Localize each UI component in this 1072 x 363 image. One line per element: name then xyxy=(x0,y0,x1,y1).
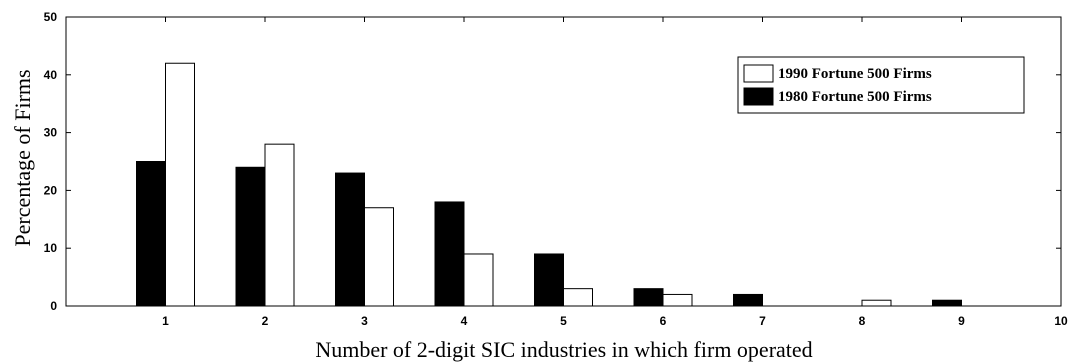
x-tick-label: 6 xyxy=(660,314,667,328)
bar-s1980-6 xyxy=(633,288,664,307)
legend-label: 1990 Fortune 500 Firms xyxy=(778,66,932,82)
bar-s1980-1 xyxy=(136,161,166,307)
bar-s1990-8 xyxy=(861,299,892,307)
x-tick-label: 9 xyxy=(958,314,965,328)
x-tick-label: 3 xyxy=(361,314,368,328)
bar-s1980-7 xyxy=(733,293,763,307)
bar-s1980-2 xyxy=(235,166,266,307)
y-axis-title: Percentage of Firms xyxy=(10,69,35,246)
legend-label: 1980 Fortune 500 Firms xyxy=(778,89,932,105)
y-tick-label: 50 xyxy=(44,10,58,24)
bar-s1990-3 xyxy=(364,207,394,307)
bar-s1990-2 xyxy=(264,143,295,307)
ticks-group: 1 2 3 4 5 6 7 8 9 10 0 10 20 30 40 50 xyxy=(44,10,1068,328)
bar-s1980-5 xyxy=(534,253,564,307)
x-tick-label: 5 xyxy=(560,314,567,328)
bar-s1990-6 xyxy=(662,293,693,307)
legend-swatch xyxy=(743,64,774,83)
bar-s1980-4 xyxy=(434,201,465,307)
legend: 1990 Fortune 500 Firms 1980 Fortune 500 F… xyxy=(737,56,1025,114)
y-tick-label: 30 xyxy=(44,126,58,140)
x-axis-title: Number of 2-digit SIC industries in whic… xyxy=(315,337,812,362)
bar-s1980-3 xyxy=(335,172,365,307)
x-tick-label: 7 xyxy=(759,314,766,328)
legend-swatch xyxy=(743,87,774,106)
y-tick-label: 10 xyxy=(44,241,58,255)
x-tick-label: 2 xyxy=(262,314,269,328)
x-tick-label: 8 xyxy=(859,314,866,328)
x-tick-label: 4 xyxy=(461,314,468,328)
y-tick-label: 40 xyxy=(44,68,58,82)
x-tick-label: 10 xyxy=(1054,314,1068,328)
bar-s1990-1 xyxy=(165,62,195,307)
bar-s1990-4 xyxy=(463,253,494,307)
x-tick-label: 1 xyxy=(162,314,169,328)
bars-group xyxy=(136,62,962,307)
bar-s1990-5 xyxy=(563,288,593,307)
y-tick-label: 0 xyxy=(50,299,57,313)
legend-box xyxy=(737,56,1025,114)
bar-s1980-9 xyxy=(932,299,962,307)
y-tick-label: 20 xyxy=(44,183,58,197)
